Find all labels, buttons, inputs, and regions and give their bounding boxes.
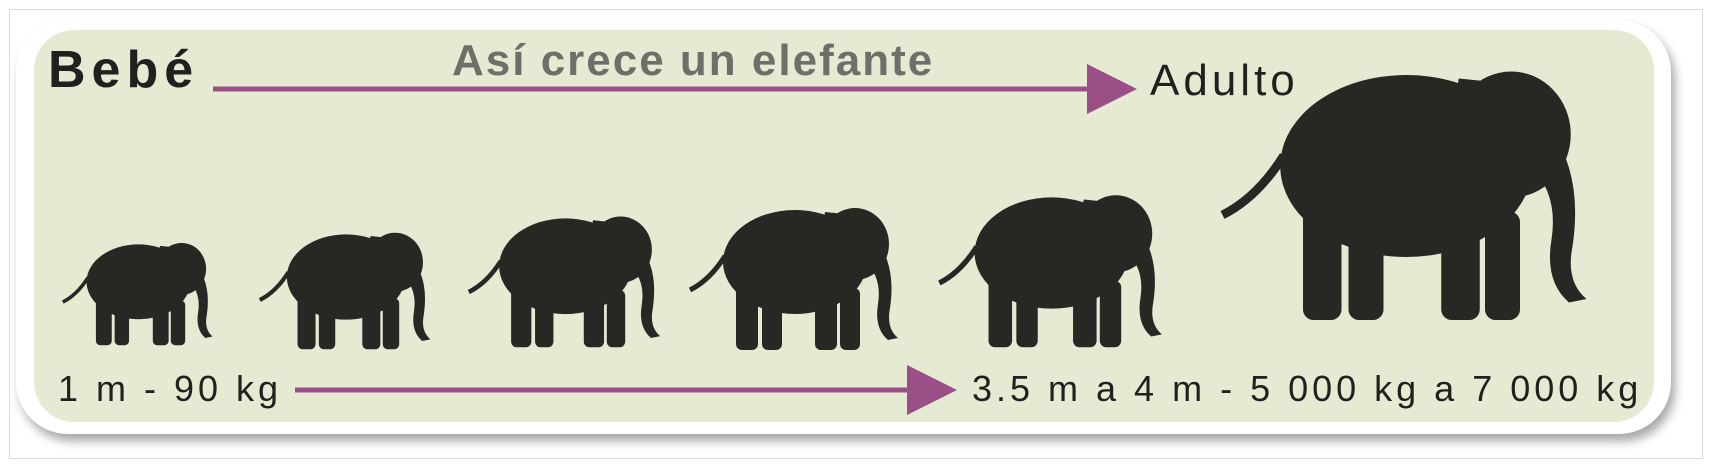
diagram-title: Así crece un elefante	[452, 36, 935, 85]
baby-label: Bebé	[48, 41, 200, 99]
baby-size-label: 1 m - 90 kg	[58, 368, 283, 409]
elephant-stage-2	[260, 233, 431, 349]
elephant-adult	[1223, 72, 1587, 321]
adult-label: Adulto	[1150, 56, 1299, 105]
elephant-stage-4	[690, 208, 898, 350]
elephant-stage-1	[60, 241, 215, 347]
adult-size-label: 3.5 m a 4 m - 5 000 kg a 7 000 kg	[972, 368, 1643, 409]
elephant-stage-5	[939, 195, 1162, 347]
elephant-stage-3	[469, 217, 660, 348]
